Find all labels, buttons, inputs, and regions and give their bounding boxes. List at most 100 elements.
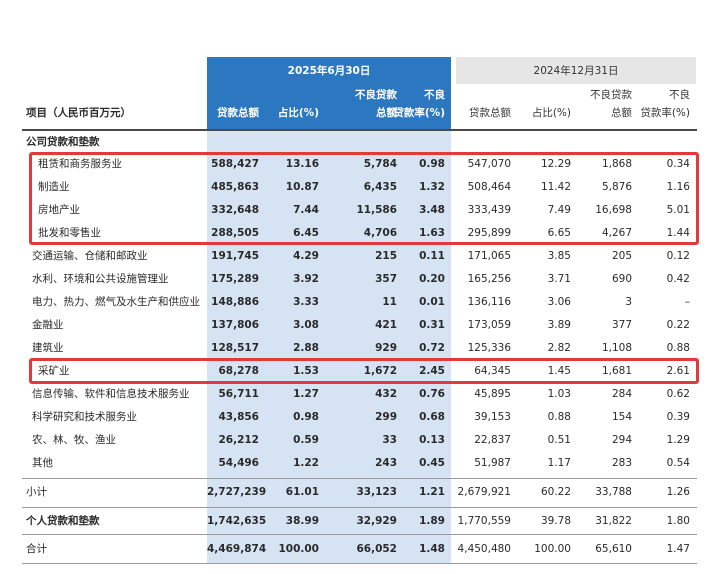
share-2024-cell: 12.29 bbox=[540, 158, 571, 170]
npl-rate-2024-cell: 1.26 bbox=[666, 486, 690, 498]
npl-total-2024-cell: 16,698 bbox=[595, 204, 632, 216]
loan-total-2024-cell: 64,345 bbox=[474, 365, 511, 377]
share-2025-cell: 2.88 bbox=[293, 342, 319, 354]
npl-rate-2025-cell: 3.48 bbox=[419, 204, 445, 216]
share-2024-cell: 3.89 bbox=[547, 319, 571, 331]
share-2024-cell: 11.42 bbox=[540, 181, 571, 193]
npl-rate-2024-cell: 1.44 bbox=[666, 227, 690, 239]
npl-total-2025-cell: 66,052 bbox=[356, 543, 397, 555]
share-2025-cell: 4.29 bbox=[293, 250, 319, 262]
npl-rate-2024-cell: 1.29 bbox=[666, 434, 690, 446]
npl-rate-2024-cell: 0.88 bbox=[666, 342, 690, 354]
npl-rate-2024-cell: 1.16 bbox=[666, 181, 690, 193]
npl-total-2024-cell: 3 bbox=[625, 296, 632, 308]
row-label: 个人贷款和垫款 bbox=[26, 515, 100, 527]
npl-total-2025-cell: 357 bbox=[375, 273, 397, 285]
loan-total-2024-cell: 136,116 bbox=[467, 296, 511, 308]
loan-total-2025-cell: 175,289 bbox=[211, 273, 259, 285]
npl-rate-2025-line2: 贷款率(%) bbox=[393, 107, 445, 119]
share-2024-cell: 3.85 bbox=[547, 250, 571, 262]
row-label: 小计 bbox=[26, 486, 47, 498]
loan-total-2025-cell: 191,745 bbox=[211, 250, 259, 262]
loan-total-2024-heading: 贷款总额 bbox=[469, 107, 511, 119]
loan-total-2025-cell: 148,886 bbox=[211, 296, 259, 308]
share-2025-cell: 1.53 bbox=[293, 365, 319, 377]
loan-total-2025-cell: 43,856 bbox=[218, 411, 259, 423]
loan-total-2025-cell: 2,727,239 bbox=[207, 486, 267, 498]
npl-rate-2025-cell: 0.01 bbox=[419, 296, 445, 308]
npl-rate-2025-cell: 0.68 bbox=[419, 411, 445, 423]
header-rule bbox=[22, 129, 697, 131]
npl-total-2024-cell: 1,108 bbox=[601, 342, 632, 354]
loan-total-2025-cell: 1,742,635 bbox=[207, 515, 267, 527]
current-period-subheader-band bbox=[207, 84, 451, 129]
npl-total-2025-cell: 33 bbox=[382, 434, 397, 446]
loan-total-2024-cell: 295,899 bbox=[467, 227, 511, 239]
period-2024-heading: 2024年12月31日 bbox=[533, 65, 619, 77]
loan-total-2025-cell: 588,427 bbox=[211, 158, 259, 170]
section-corporate-loans: 公司贷款和垫款 bbox=[26, 136, 100, 148]
row-label: 电力、热力、燃气及水生产和供应业 bbox=[32, 296, 200, 308]
share-2025-cell: 7.44 bbox=[293, 204, 319, 216]
npl-total-2024-cell: 205 bbox=[611, 250, 632, 262]
share-2024-cell: 60.22 bbox=[540, 486, 571, 498]
npl-total-2025-cell: 5,784 bbox=[363, 158, 397, 170]
npl-total-2025-cell: 11 bbox=[382, 296, 397, 308]
loan-total-2025-cell: 54,496 bbox=[218, 457, 259, 469]
row-label: 其他 bbox=[32, 457, 53, 469]
npl-total-2024-cell: 1,681 bbox=[601, 365, 632, 377]
npl-rate-2025-cell: 0.72 bbox=[419, 342, 445, 354]
share-2025-cell: 6.45 bbox=[293, 227, 319, 239]
share-2025-cell: 38.99 bbox=[285, 515, 319, 527]
period-2025-heading: 2025年6月30日 bbox=[287, 65, 371, 77]
npl-rate-2025-cell: 1.89 bbox=[419, 515, 445, 527]
share-2025-cell: 3.08 bbox=[293, 319, 319, 331]
npl-rate-2024-cell: 1.47 bbox=[666, 543, 690, 555]
current-period-header-band bbox=[207, 57, 451, 84]
loan-total-2025-cell: 56,711 bbox=[218, 388, 259, 400]
loan-total-2024-cell: 39,153 bbox=[474, 411, 511, 423]
share-2025-cell: 3.92 bbox=[293, 273, 319, 285]
npl-total-2024-cell: 33,788 bbox=[595, 486, 632, 498]
npl-rate-2025-cell: 1.32 bbox=[419, 181, 445, 193]
loan-total-2024-cell: 2,679,921 bbox=[457, 486, 511, 498]
npl-rate-2024-cell: 0.54 bbox=[666, 457, 690, 469]
row-label: 房地产业 bbox=[38, 204, 80, 216]
loan-total-2025-heading: 贷款总额 bbox=[217, 107, 259, 119]
loan-total-2025-cell: 4,469,874 bbox=[207, 543, 267, 555]
share-2025-cell: 1.27 bbox=[293, 388, 319, 400]
npl-total-2025-cell: 11,586 bbox=[356, 204, 397, 216]
total-rule bbox=[22, 534, 697, 535]
loan-total-2025-cell: 332,648 bbox=[211, 204, 259, 216]
npl-total-2025-cell: 421 bbox=[375, 319, 397, 331]
share-2024-cell: 1.45 bbox=[547, 365, 571, 377]
npl-rate-2025-cell: 0.45 bbox=[419, 457, 445, 469]
npl-rate-2024-line2: 贷款率(%) bbox=[640, 107, 690, 119]
row-label: 农、林、牧、渔业 bbox=[32, 434, 116, 446]
row-label: 交通运输、仓储和邮政业 bbox=[32, 250, 148, 262]
npl-total-2024-cell: 690 bbox=[611, 273, 632, 285]
npl-total-2025-cell: 32,929 bbox=[356, 515, 397, 527]
npl-rate-2025-cell: 0.31 bbox=[419, 319, 445, 331]
npl-rate-2024-cell: 0.39 bbox=[666, 411, 690, 423]
share-2025-cell: 0.59 bbox=[293, 434, 319, 446]
npl-rate-2024-cell: 0.22 bbox=[666, 319, 690, 331]
npl-total-2025-line1: 不良贷款 bbox=[355, 89, 397, 101]
row-label: 制造业 bbox=[38, 181, 70, 193]
share-2024-cell: 100.00 bbox=[534, 543, 571, 555]
loan-total-2024-cell: 165,256 bbox=[467, 273, 511, 285]
share-2025-cell: 0.98 bbox=[293, 411, 319, 423]
share-2025-cell: 3.33 bbox=[293, 296, 319, 308]
npl-rate-2024-cell: 5.01 bbox=[666, 204, 690, 216]
loan-total-2024-cell: 51,987 bbox=[474, 457, 511, 469]
loan-total-2025-cell: 26,212 bbox=[218, 434, 259, 446]
row-label: 金融业 bbox=[32, 319, 64, 331]
npl-total-2025-line2: 总额 bbox=[376, 107, 397, 119]
share-2024-cell: 39.78 bbox=[540, 515, 571, 527]
row-label: 租赁和商务服务业 bbox=[38, 158, 122, 170]
share-2025-cell: 1.22 bbox=[293, 457, 319, 469]
share-2024-heading: 占比(%) bbox=[531, 107, 571, 119]
npl-rate-2024-cell: – bbox=[684, 296, 690, 308]
npl-rate-2024-line1: 不良 bbox=[669, 89, 690, 101]
npl-rate-2024-cell: 0.34 bbox=[666, 158, 690, 170]
